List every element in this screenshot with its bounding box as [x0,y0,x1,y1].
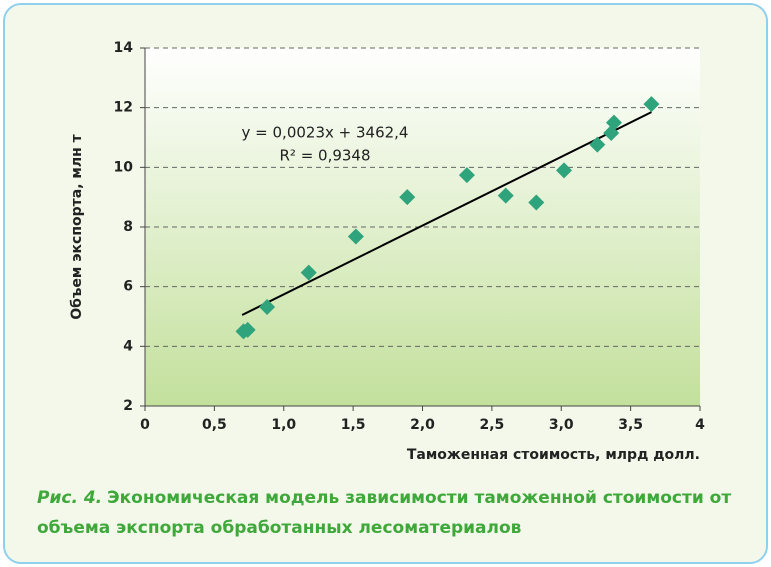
point [528,194,545,211]
x-tick-label: 4 [695,417,705,433]
point [643,96,660,113]
point [347,228,364,245]
x-tick-label: 1,5 [341,417,366,433]
y-axis-label: Объем экспорта, млн т [69,133,85,319]
x-tick-label: 0,5 [202,417,227,433]
x-tick-label: 2,0 [410,417,435,433]
y-tick-label: 14 [114,40,134,56]
y-tick-label: 10 [114,159,134,175]
x-tick-label: 3,0 [549,417,574,433]
y-tick-label: 4 [123,338,133,354]
x-axis-label: Таможенная стоимость, млрд долл. [407,447,700,463]
point [399,189,416,206]
y-tick-label: 2 [123,398,133,414]
r-squared: R² = 0,9348 [279,147,370,165]
card: Таможенная стоимость, млрд долл. Объем э… [3,3,768,564]
x-tick-label: 1,0 [271,417,296,433]
x-tick-label: 0 [140,417,150,433]
y-tick-label: 12 [114,100,133,116]
y-tick-label: 6 [123,279,133,295]
caption-label: Рис. 4. [37,488,103,508]
point [589,136,606,153]
trendline [241,111,652,316]
caption-text: Экономическая модель зависимости таможен… [37,488,732,538]
point [556,162,573,179]
point [605,114,622,131]
point [300,264,317,281]
chart: Таможенная стоимость, млрд долл. Объем э… [69,40,705,463]
point [497,187,514,204]
y-tick-label: 8 [123,219,133,235]
equation: y = 0,0023x + 3462,4 [242,124,409,142]
x-tick-label: 3,5 [618,417,643,433]
x-tick-label: 2,5 [479,417,504,433]
point [239,321,256,338]
caption: Рис. 4. Экономическая модель зависимости … [37,483,737,543]
point [259,298,276,315]
point [458,167,475,184]
